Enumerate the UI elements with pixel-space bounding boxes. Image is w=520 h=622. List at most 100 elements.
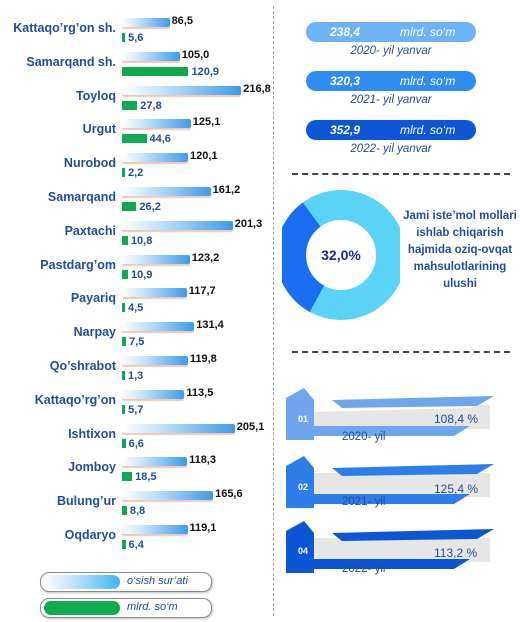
- growth-value-label: 165,6: [215, 488, 243, 501]
- volume-value-label: 10,8: [130, 234, 153, 247]
- volume-unit: mlrd. so‘m: [400, 123, 456, 137]
- growth-row-band: [310, 538, 490, 562]
- volume-bar: [122, 66, 189, 76]
- volume-value-label: 6,4: [128, 539, 144, 551]
- volume-value-label: 27,8: [140, 99, 162, 112]
- growth-bar: [122, 254, 190, 264]
- legend-volume-swatch: [44, 601, 120, 615]
- volume-bar: [122, 33, 126, 42]
- horizontal-divider-top: [292, 173, 510, 175]
- growth-badge: [286, 388, 314, 440]
- district-label: Narpay: [73, 325, 116, 340]
- volume-value-label: 26,2: [139, 201, 161, 213]
- growth-row-2021: [286, 456, 494, 508]
- share-donut-chart: 32,0%: [282, 190, 400, 320]
- growth-bar: [122, 457, 188, 467]
- growth-ribbon-bottom: [310, 494, 470, 504]
- volume-year-2020: 2020- yil yanvar: [350, 45, 432, 57]
- growth-num-2021: 02: [298, 482, 309, 492]
- volume-value-label: 8,8: [129, 505, 146, 518]
- growth-value-label: 216,8: [243, 82, 271, 95]
- growth-value-label: 117,7: [188, 285, 216, 298]
- growth-value-label: 125,1: [192, 116, 221, 129]
- growth-value-label: 201,3: [234, 217, 263, 230]
- growth-num-2020: 01: [298, 414, 309, 424]
- growth-ribbons: [286, 388, 494, 573]
- horizontal-divider-bottom: [292, 351, 510, 353]
- growth-pct-2021: 125,4 %: [434, 482, 479, 496]
- volume-value-label: 6,6: [128, 437, 144, 450]
- growth-bar: [122, 322, 195, 332]
- volume-bar: [122, 134, 147, 144]
- vertical-divider: [273, 6, 274, 616]
- district-label: Paxtachi: [64, 223, 116, 238]
- growth-bar: [122, 356, 188, 365]
- growth-ribbon-top: [332, 396, 494, 408]
- volume-pill-2021: 320,3 mlrd. so‘m: [306, 71, 476, 91]
- legend-volume: mlrd. so‘m: [40, 598, 212, 618]
- volume-bar: [122, 235, 128, 245]
- volume-bar: [122, 100, 138, 110]
- growth-value-label: 118,3: [189, 454, 216, 467]
- growth-pct-2020: 108,4 %: [434, 412, 479, 426]
- volume-value-label: 4,5: [128, 302, 144, 315]
- growth-ribbon-bottom: [310, 426, 470, 436]
- volume-value-label: 5,6: [128, 32, 144, 44]
- growth-value-label: 105,0: [181, 48, 210, 61]
- district-label: Pastdarg’om: [40, 257, 116, 272]
- district-label: Samarqand: [47, 190, 116, 204]
- growth-year-2022: 2022- yil: [342, 563, 386, 575]
- volume-pill-2022: 352,9 mlrd. so‘m: [306, 120, 476, 140]
- volume-value: 320,3: [330, 74, 361, 88]
- district-label: Nurobod: [63, 156, 116, 171]
- growth-value-label: 123,2: [191, 251, 220, 264]
- volume-bar: [122, 168, 125, 178]
- growth-year-2020: 2020- yil: [342, 431, 386, 443]
- volume-value-label: 5,7: [128, 403, 144, 416]
- volume-unit: mlrd. so‘m: [400, 74, 456, 88]
- volume-value-label: 7,5: [129, 336, 145, 349]
- volume-value-label: 2,2: [128, 167, 144, 180]
- volume-bar: [122, 303, 125, 313]
- growth-pct-2022: 113,2 %: [434, 546, 478, 560]
- growth-bar: [122, 389, 185, 399]
- volume-year-2021: 2021- yil yanvar: [350, 94, 432, 106]
- volume-value-label: 120,9: [191, 65, 220, 78]
- district-label: Samarqand sh.: [26, 54, 116, 69]
- district-label: Ishtixon: [68, 426, 116, 441]
- growth-bar: [122, 423, 235, 433]
- district-label: Toyloq: [75, 88, 116, 103]
- district-label: Bulung’ur: [56, 494, 116, 509]
- growth-row-band: [310, 473, 490, 497]
- growth-value-label: 120,1: [190, 150, 218, 163]
- growth-bar: [122, 119, 191, 129]
- legend-growth-swatch: [44, 575, 120, 589]
- legend-growth: o‘sish sur’ati: [40, 572, 212, 592]
- growth-year-2021: 2021- yil: [342, 496, 386, 508]
- district-label: Jomboy: [68, 460, 116, 475]
- district-label: Kattaqo’rg’on sh.: [13, 21, 116, 35]
- volume-value-label: 1,3: [128, 370, 144, 382]
- growth-ribbon-top: [332, 529, 494, 541]
- district-label: Kattaqo’rg’on: [34, 392, 116, 407]
- volume-bar: [122, 540, 126, 549]
- volume-bar: [122, 269, 128, 279]
- growth-value-label: 205,1: [236, 420, 265, 433]
- growth-badge: [286, 521, 314, 573]
- growth-bar: [122, 18, 170, 27]
- volume-bar: [122, 371, 125, 380]
- growth-ribbon-bottom: [310, 559, 470, 569]
- volume-bar: [122, 506, 127, 516]
- growth-bar: [122, 153, 189, 163]
- volume-bar: [122, 202, 137, 211]
- growth-bar: [122, 491, 214, 501]
- legend-growth-label: o‘sish sur’ati: [127, 575, 188, 587]
- growth-row-2020: [286, 388, 494, 440]
- growth-bar: [122, 220, 233, 230]
- growth-value-label: 119,8: [189, 353, 217, 365]
- growth-value-label: 131,4: [196, 319, 224, 332]
- volume-unit: mlrd. so‘m: [400, 25, 456, 39]
- volume-bar: [122, 404, 126, 414]
- volume-bar: [122, 337, 127, 347]
- share-description: Jami iste’mol mollari ishlab chiqarish h…: [403, 210, 517, 290]
